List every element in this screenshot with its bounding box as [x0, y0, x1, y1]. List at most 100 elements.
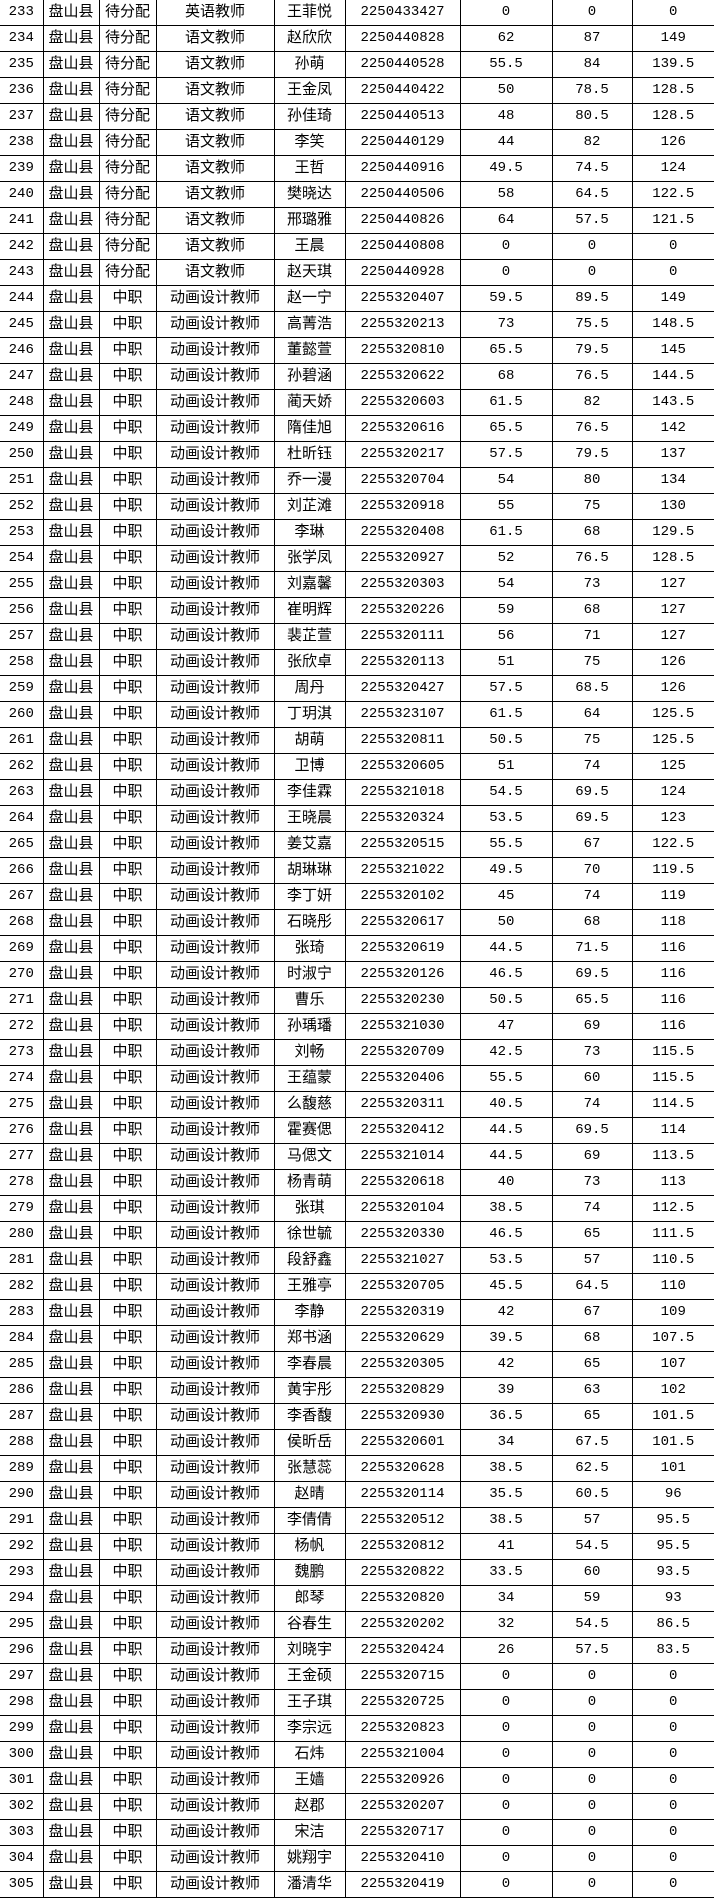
table-row: 302 盘山县 中职 动画设计教师 赵郡 2255320207 0 0 0: [0, 1793, 714, 1820]
row-number-cell: 271: [0, 987, 44, 1014]
table-row: 253 盘山县 中职 动画设计教师 李琳 2255320408 61.5 68 129.5: [0, 519, 714, 546]
candidate-name-cell: 赵天琪: [273, 259, 346, 286]
category-cell: 中职: [98, 1611, 157, 1638]
table-row: 262 盘山县 中职 动画设计教师 卫博 2255320605 51 74 125: [0, 753, 714, 780]
category-cell: 待分配: [98, 25, 157, 52]
score-written-cell: 26: [459, 1637, 553, 1664]
row-number-cell: 255: [0, 571, 44, 598]
category-cell: 中职: [98, 1117, 157, 1144]
score-total-cell: 128.5: [631, 545, 714, 572]
position-cell: 动画设计教师: [155, 623, 275, 650]
score-written-cell: 40: [459, 1169, 553, 1196]
county-cell: 盘山县: [42, 1403, 100, 1430]
score-interview-cell: 69: [551, 1013, 633, 1040]
category-cell: 中职: [98, 623, 157, 650]
exam-id-cell: 2255320927: [344, 545, 461, 572]
county-cell: 盘山县: [42, 519, 100, 546]
score-written-cell: 50.5: [459, 727, 553, 754]
row-number-cell: 280: [0, 1221, 44, 1248]
row-number-cell: 301: [0, 1767, 44, 1794]
table-row: 255 盘山县 中职 动画设计教师 刘嘉馨 2255320303 54 73 127: [0, 571, 714, 598]
table-row: 274 盘山县 中职 动画设计教师 王蕴蒙 2255320406 55.5 60 115.5: [0, 1065, 714, 1092]
position-cell: 动画设计教师: [155, 1533, 275, 1560]
county-cell: 盘山县: [42, 441, 100, 468]
table-row: 285 盘山县 中职 动画设计教师 李春晨 2255320305 42 65 107: [0, 1351, 714, 1378]
exam-id-cell: 2255320812: [344, 1533, 461, 1560]
score-written-cell: 35.5: [459, 1481, 553, 1508]
position-cell: 动画设计教师: [155, 1195, 275, 1222]
exam-id-cell: 2255320619: [344, 935, 461, 962]
table-row: 304 盘山县 中职 动画设计教师 姚翔宇 2255320410 0 0 0: [0, 1845, 714, 1872]
score-written-cell: 54: [459, 467, 553, 494]
candidate-name-cell: 乔一漫: [273, 467, 346, 494]
position-cell: 动画设计教师: [155, 675, 275, 702]
score-total-cell: 95.5: [631, 1533, 714, 1560]
exam-id-cell: 2255320226: [344, 597, 461, 624]
position-cell: 动画设计教师: [155, 1611, 275, 1638]
county-cell: 盘山县: [42, 77, 100, 104]
score-interview-cell: 60: [551, 1559, 633, 1586]
score-total-cell: 126: [631, 129, 714, 156]
row-number-cell: 256: [0, 597, 44, 624]
score-interview-cell: 0: [551, 0, 633, 26]
exam-id-cell: 2250440928: [344, 259, 461, 286]
candidate-name-cell: 孙萌: [273, 51, 346, 78]
score-total-cell: 109: [631, 1299, 714, 1326]
exam-id-cell: 2255320822: [344, 1559, 461, 1586]
score-interview-cell: 0: [551, 1793, 633, 1820]
county-cell: 盘山县: [42, 1117, 100, 1144]
candidate-name-cell: 姚翔宇: [273, 1845, 346, 1872]
score-total-cell: 148.5: [631, 311, 714, 338]
score-written-cell: 0: [459, 259, 553, 286]
exam-id-cell: 2255320412: [344, 1117, 461, 1144]
score-written-cell: 0: [459, 1819, 553, 1846]
position-cell: 动画设计教师: [155, 805, 275, 832]
score-interview-cell: 63: [551, 1377, 633, 1404]
score-written-cell: 53.5: [459, 805, 553, 832]
score-total-cell: 101.5: [631, 1403, 714, 1430]
table-row: 237 盘山县 待分配 语文教师 孙佳琦 2250440513 48 80.5 128.5: [0, 103, 714, 130]
score-interview-cell: 54.5: [551, 1533, 633, 1560]
score-interview-cell: 64.5: [551, 1273, 633, 1300]
score-interview-cell: 67: [551, 1299, 633, 1326]
county-cell: 盘山县: [42, 155, 100, 182]
exam-id-cell: 2250440808: [344, 233, 461, 260]
county-cell: 盘山县: [42, 1195, 100, 1222]
row-number-cell: 274: [0, 1065, 44, 1092]
category-cell: 中职: [98, 753, 157, 780]
county-cell: 盘山县: [42, 1793, 100, 1820]
candidate-name-cell: 李香馥: [273, 1403, 346, 1430]
candidate-name-cell: 裴芷萱: [273, 623, 346, 650]
score-written-cell: 65.5: [459, 415, 553, 442]
score-written-cell: 40.5: [459, 1091, 553, 1118]
score-interview-cell: 73: [551, 1039, 633, 1066]
position-cell: 动画设计教师: [155, 597, 275, 624]
score-total-cell: 0: [631, 259, 714, 286]
score-written-cell: 73: [459, 311, 553, 338]
score-total-cell: 114: [631, 1117, 714, 1144]
category-cell: 中职: [98, 1195, 157, 1222]
score-total-cell: 116: [631, 987, 714, 1014]
score-interview-cell: 65: [551, 1351, 633, 1378]
exam-id-cell: 2255321030: [344, 1013, 461, 1040]
position-cell: 语文教师: [155, 25, 275, 52]
candidate-name-cell: 李春晨: [273, 1351, 346, 1378]
county-cell: 盘山县: [42, 831, 100, 858]
score-total-cell: 116: [631, 961, 714, 988]
table-row: 260 盘山县 中职 动画设计教师 丁玥淇 2255323107 61.5 64 125.5: [0, 701, 714, 728]
position-cell: 动画设计教师: [155, 935, 275, 962]
category-cell: 中职: [98, 415, 157, 442]
category-cell: 中职: [98, 1273, 157, 1300]
table-row: 296 盘山县 中职 动画设计教师 刘晓宇 2255320424 26 57.5 83.5: [0, 1637, 714, 1664]
position-cell: 动画设计教师: [155, 831, 275, 858]
position-cell: 动画设计教师: [155, 285, 275, 312]
county-cell: 盘山县: [42, 1715, 100, 1742]
score-interview-cell: 57.5: [551, 207, 633, 234]
score-interview-cell: 74: [551, 753, 633, 780]
row-number-cell: 284: [0, 1325, 44, 1352]
exam-id-cell: 2255321027: [344, 1247, 461, 1274]
score-total-cell: 0: [631, 0, 714, 26]
score-total-cell: 149: [631, 285, 714, 312]
category-cell: 中职: [98, 1065, 157, 1092]
